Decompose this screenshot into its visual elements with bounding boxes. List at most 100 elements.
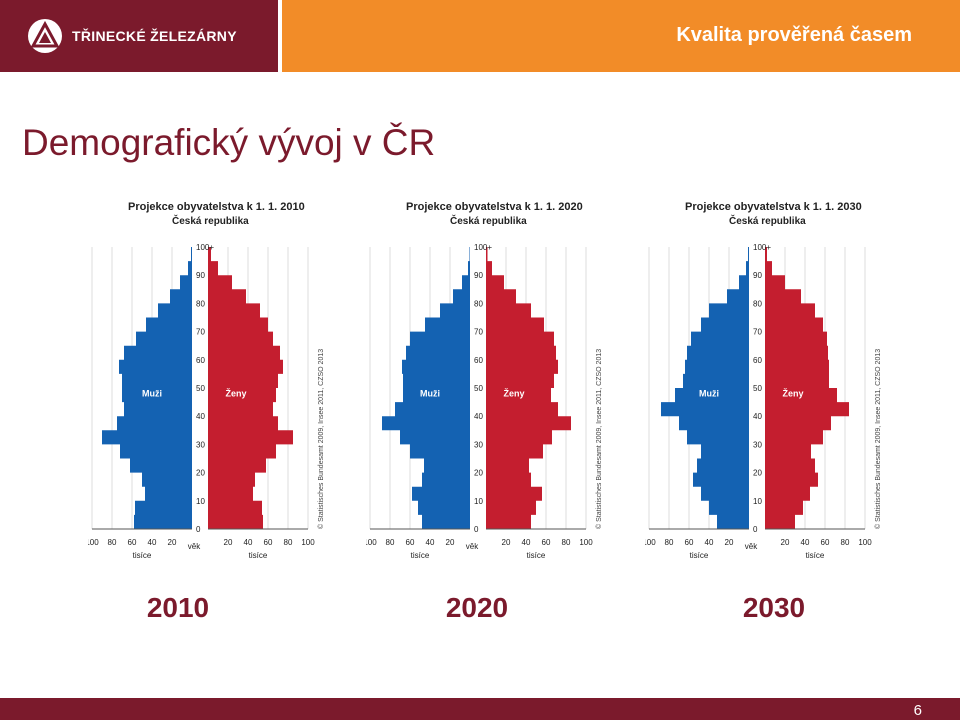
male-label: Muži <box>699 388 719 398</box>
population-pyramid-2020: Projekce obyvatelstva k 1. 1. 2020 Česká … <box>366 192 631 564</box>
male-population-area <box>102 247 192 529</box>
x-tick-label: 20 <box>781 538 790 547</box>
chart-title: Projekce obyvatelstva k 1. 1. 2010 <box>128 201 305 213</box>
male-label: Muži <box>420 388 440 398</box>
age-axis-label: věk <box>745 542 758 551</box>
female-label: Ženy <box>782 387 803 398</box>
x-tick-label: 100 <box>579 538 593 547</box>
age-tick-label: 60 <box>753 356 762 365</box>
pyramid-svg: Projekce obyvatelstva k 1. 1. 2030Česká … <box>645 201 882 560</box>
age-axis-column <box>749 241 765 529</box>
female-population-area <box>208 247 293 529</box>
age-tick-label: 40 <box>753 412 762 421</box>
x-tick-label: 40 <box>522 538 531 547</box>
age-tick-label: 70 <box>196 328 205 337</box>
x-tick-label: 100 <box>366 538 377 547</box>
age-tick-label: 60 <box>196 356 205 365</box>
x-tick-label: 60 <box>685 538 694 547</box>
pyramid-svg: Projekce obyvatelstva k 1. 1. 2010Česká … <box>88 201 325 560</box>
age-tick-label: 10 <box>753 497 762 506</box>
x-tick-label: 80 <box>841 538 850 547</box>
age-tick-label: 80 <box>196 299 205 308</box>
company-name: TŘINECKÉ ŽELEZÁRNY <box>72 28 237 44</box>
age-tick-label: 80 <box>753 299 762 308</box>
x-tick-label: 20 <box>446 538 455 547</box>
year-label-2020: 2020 <box>445 592 509 623</box>
age-tick-label: 0 <box>196 525 201 534</box>
x-tick-label: 80 <box>386 538 395 547</box>
x-tick-label: 40 <box>244 538 253 547</box>
age-tick-label: 30 <box>196 440 205 449</box>
chart-title: Projekce obyvatelstva k 1. 1. 2020 <box>406 201 583 213</box>
age-axis-column <box>470 241 486 529</box>
tagline: Kvalita prověřená časem <box>676 24 912 46</box>
x-unit-label-right: tisíce <box>249 551 268 560</box>
copyright-note: © Statistisches Bundesamt 2009, Insee 20… <box>317 349 325 529</box>
age-tick-label: 60 <box>474 356 483 365</box>
triangle-logo-icon <box>28 19 62 53</box>
age-tick-label: 100+ <box>196 243 214 252</box>
x-tick-label: 20 <box>502 538 511 547</box>
year-label-2030: 2030 <box>742 592 806 623</box>
header-brand-bar: TŘINECKÉ ŽELEZÁRNY <box>0 0 278 72</box>
age-tick-label: 20 <box>474 469 483 478</box>
x-tick-label: 60 <box>406 538 415 547</box>
chart-subtitle: Česká republika <box>450 214 527 227</box>
age-tick-label: 90 <box>474 271 483 280</box>
age-tick-label: 100+ <box>753 243 771 252</box>
x-tick-label: 80 <box>108 538 117 547</box>
age-tick-label: 30 <box>474 440 483 449</box>
x-tick-label: 40 <box>426 538 435 547</box>
x-tick-label: 100 <box>301 538 315 547</box>
x-tick-label: 60 <box>821 538 830 547</box>
population-pyramid-2010: Projekce obyvatelstva k 1. 1. 2010 Česká … <box>88 192 353 564</box>
age-tick-label: 50 <box>196 384 205 393</box>
year-label-2010: 2010 <box>146 592 210 623</box>
x-tick-label: 60 <box>264 538 273 547</box>
x-tick-label: 100 <box>645 538 656 547</box>
male-population-area <box>661 247 749 529</box>
age-tick-label: 0 <box>753 525 758 534</box>
x-tick-label: 20 <box>224 538 233 547</box>
age-tick-label: 0 <box>474 525 479 534</box>
x-unit-label-right: tisíce <box>527 551 546 560</box>
x-unit-label-left: tisíce <box>411 551 430 560</box>
x-tick-label: 100 <box>88 538 99 547</box>
age-tick-label: 40 <box>474 412 483 421</box>
x-tick-label: 20 <box>725 538 734 547</box>
age-tick-label: 30 <box>753 440 762 449</box>
age-tick-label: 80 <box>474 299 483 308</box>
x-tick-label: 80 <box>284 538 293 547</box>
chart-subtitle: Česká republika <box>729 214 806 227</box>
x-tick-label: 80 <box>665 538 674 547</box>
x-unit-label-left: tisíce <box>133 551 152 560</box>
x-tick-label: 40 <box>705 538 714 547</box>
x-unit-label-right: tisíce <box>806 551 825 560</box>
population-pyramid-2030: Projekce obyvatelstva k 1. 1. 2030 Česká … <box>645 192 910 564</box>
male-population-area <box>382 247 470 529</box>
x-tick-label: 40 <box>148 538 157 547</box>
chart-subtitle: Česká republika <box>172 214 249 227</box>
age-tick-label: 70 <box>474 328 483 337</box>
chart-title: Projekce obyvatelstva k 1. 1. 2030 <box>685 201 862 213</box>
copyright-note: © Statistisches Bundesamt 2009, Insee 20… <box>874 349 882 529</box>
age-tick-label: 90 <box>753 271 762 280</box>
age-tick-label: 10 <box>196 497 205 506</box>
age-tick-label: 50 <box>753 384 762 393</box>
copyright-note: © Statistisches Bundesamt 2009, Insee 20… <box>595 349 603 529</box>
age-axis-label: věk <box>188 542 201 551</box>
header-tagline-bar: Kvalita prověřená časem <box>282 0 960 72</box>
x-unit-label-left: tisíce <box>690 551 709 560</box>
female-population-area <box>486 247 571 529</box>
age-tick-label: 20 <box>753 469 762 478</box>
male-label: Muži <box>142 388 162 398</box>
age-tick-label: 90 <box>196 271 205 280</box>
x-tick-label: 40 <box>801 538 810 547</box>
x-tick-label: 80 <box>562 538 571 547</box>
age-tick-label: 50 <box>474 384 483 393</box>
female-label: Ženy <box>503 387 524 398</box>
age-tick-label: 40 <box>196 412 205 421</box>
x-tick-label: 100 <box>858 538 872 547</box>
page-title: Demografický vývoj v ČR <box>22 122 436 163</box>
age-axis-column <box>192 241 208 529</box>
